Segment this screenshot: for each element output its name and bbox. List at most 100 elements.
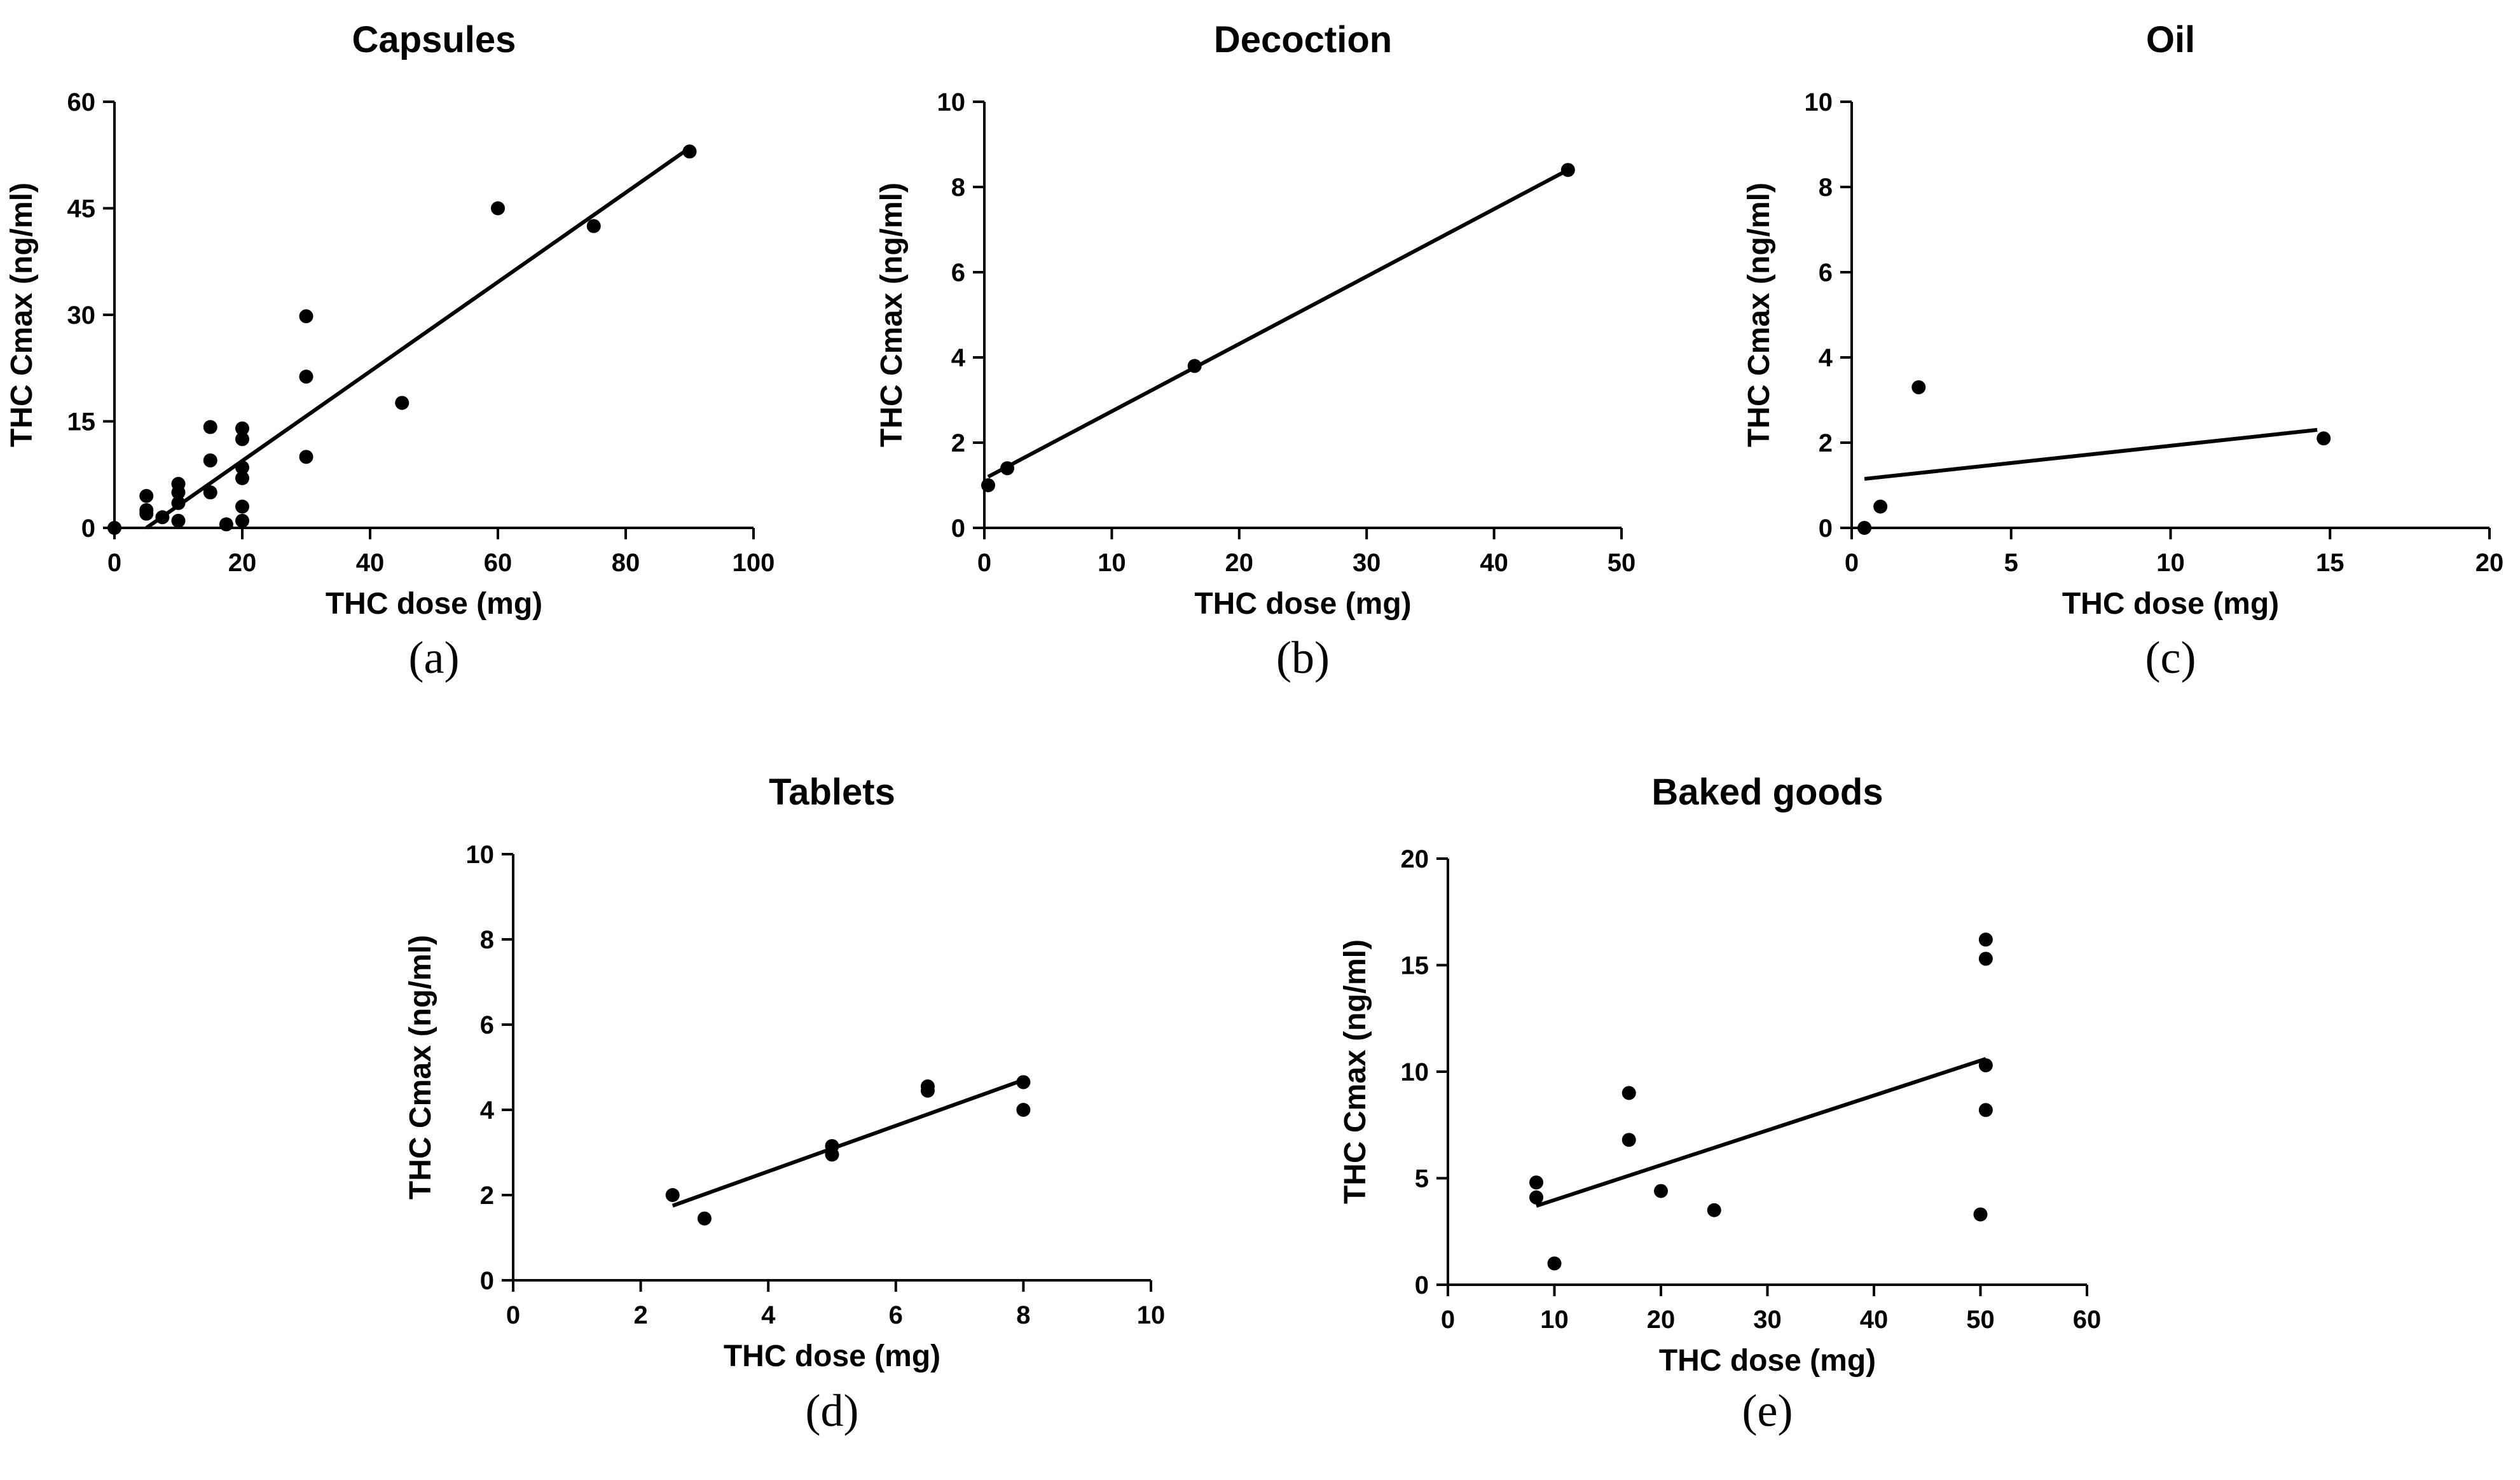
- x-tick-label: 10: [1137, 1301, 1166, 1329]
- chart-panel-e: Baked goods 0 10 20 30 40 50 60 0 5 10 15 20 THC dose…: [1339, 771, 2101, 1436]
- y-tick-label: 0: [1415, 1271, 1429, 1299]
- chart-title: Oil: [2146, 19, 2195, 60]
- data-point: [1973, 1207, 1988, 1222]
- y-tick-label: 2: [480, 1182, 494, 1210]
- y-tick-label: 5: [1415, 1165, 1429, 1193]
- data-point: [697, 1211, 712, 1226]
- panel-label: (b): [1276, 632, 1330, 683]
- data-point: [139, 506, 154, 521]
- data-point: [203, 420, 217, 434]
- data-point: [1529, 1175, 1544, 1190]
- x-tick-label: 20: [2475, 549, 2504, 577]
- data-point: [1529, 1190, 1544, 1205]
- data-point: [1911, 380, 1926, 394]
- panel-label: (c): [2145, 632, 2196, 683]
- y-tick-label: 10: [1401, 1058, 1429, 1086]
- panel-label: (a): [409, 632, 460, 683]
- y-tick-label: 10: [1805, 88, 1833, 116]
- data-point: [171, 495, 186, 510]
- y-axis-label: THC Cmax (ng/ml): [5, 183, 39, 447]
- data-point: [235, 499, 249, 514]
- y-axis-label: THC Cmax (ng/ml): [875, 183, 909, 447]
- data-point: [395, 396, 410, 410]
- y-tick-label: 30: [67, 301, 96, 329]
- x-tick-label: 4: [761, 1301, 776, 1329]
- chart-title: Capsules: [352, 19, 516, 60]
- data-point: [299, 450, 313, 464]
- y-tick-label: 4: [1819, 344, 1833, 372]
- x-tick-label: 100: [733, 549, 775, 577]
- data-point: [682, 144, 697, 159]
- x-tick-label: 60: [2073, 1306, 2102, 1334]
- regression-line: [987, 168, 1569, 479]
- x-axis-label: THC dose (mg): [326, 587, 542, 621]
- data-point: [1547, 1256, 1562, 1271]
- chart-title: Decoction: [1214, 19, 1392, 60]
- panel-label: (d): [806, 1385, 859, 1436]
- y-tick-label: 6: [951, 259, 965, 287]
- panel-label: (e): [1742, 1385, 1793, 1436]
- data-point: [235, 471, 249, 485]
- y-tick-label: 10: [937, 88, 966, 116]
- y-tick-label: 6: [480, 1011, 494, 1039]
- x-tick-label: 60: [484, 549, 513, 577]
- y-tick-label: 0: [480, 1267, 494, 1295]
- y-tick-label: 15: [1401, 952, 1429, 980]
- regression-line: [671, 1078, 1024, 1208]
- x-tick-label: 2: [633, 1301, 647, 1329]
- data-point: [1654, 1184, 1668, 1198]
- data-point: [920, 1083, 935, 1098]
- x-tick-label: 6: [889, 1301, 903, 1329]
- x-axis-label: THC dose (mg): [1194, 587, 1411, 621]
- x-tick-label: 50: [1608, 549, 1636, 577]
- data-point: [1000, 461, 1015, 476]
- y-tick-label: 0: [81, 515, 95, 543]
- regression-line: [145, 146, 691, 530]
- x-tick-label: 20: [228, 549, 257, 577]
- x-tick-label: 8: [1016, 1301, 1030, 1329]
- x-tick-label: 15: [2316, 549, 2344, 577]
- data-point: [1857, 521, 1872, 535]
- x-axis-label: THC dose (mg): [1659, 1344, 1876, 1378]
- x-tick-label: 0: [107, 549, 121, 577]
- data-point: [1978, 951, 1993, 966]
- data-point: [1978, 1103, 1993, 1117]
- data-point: [981, 478, 996, 492]
- data-point: [2317, 431, 2331, 446]
- x-tick-label: 40: [1480, 549, 1508, 577]
- x-tick-label: 20: [1647, 1306, 1676, 1334]
- x-axis-label: THC dose (mg): [2062, 587, 2279, 621]
- x-axis-label: THC dose (mg): [724, 1339, 940, 1373]
- data-point: [299, 370, 313, 384]
- data-point: [235, 432, 249, 446]
- x-tick-label: 10: [1098, 549, 1126, 577]
- data-point: [235, 513, 249, 528]
- data-point: [1016, 1075, 1031, 1089]
- y-tick-label: 8: [951, 174, 965, 202]
- data-point: [139, 488, 154, 503]
- data-point: [171, 485, 186, 500]
- y-tick-label: 15: [67, 408, 96, 436]
- x-tick-label: 0: [1441, 1306, 1455, 1334]
- x-tick-label: 40: [356, 549, 385, 577]
- regression-line: [1864, 427, 2318, 481]
- y-tick-label: 60: [67, 88, 96, 116]
- chart-panel-d: Tablets 0 2 4 6 8 10 0 2 4 6 8 10 THC dose (mg) THC Cm…: [404, 771, 1165, 1436]
- data-point: [1621, 1133, 1636, 1147]
- y-tick-label: 0: [1819, 515, 1833, 543]
- y-tick-label: 20: [1401, 845, 1429, 873]
- data-point: [825, 1147, 839, 1162]
- data-point: [299, 309, 313, 324]
- y-tick-label: 6: [1819, 259, 1833, 287]
- x-tick-label: 0: [506, 1301, 520, 1329]
- x-tick-label: 0: [1845, 549, 1859, 577]
- y-axis-label: THC Cmax (ng/ml): [1339, 939, 1372, 1204]
- data-point: [203, 453, 217, 467]
- y-tick-label: 4: [951, 344, 966, 372]
- data-point: [203, 485, 217, 500]
- y-tick-label: 45: [67, 195, 96, 223]
- x-tick-label: 40: [1860, 1306, 1889, 1334]
- data-point: [171, 513, 186, 528]
- chart-panel-b: Decoction 0 10 20 30 40 50 0 2 4 6 8 10 THC dose (mg)…: [875, 19, 1635, 683]
